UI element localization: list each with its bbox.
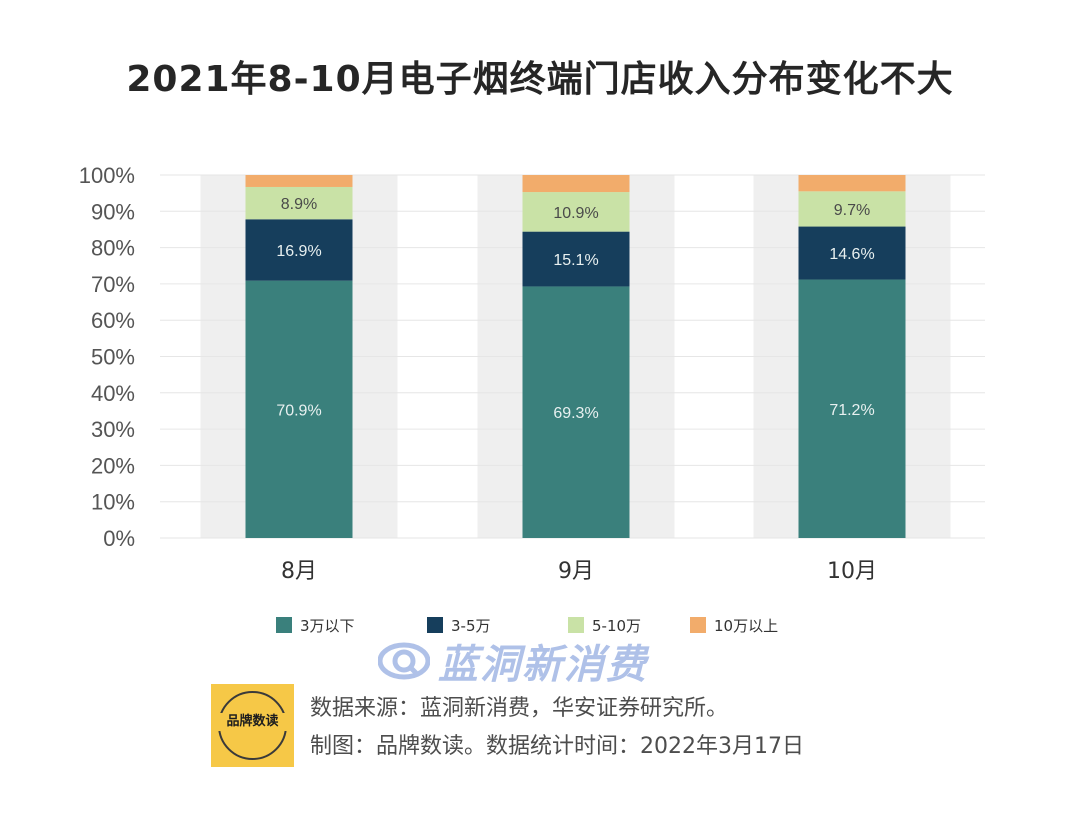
bar-segment	[522, 231, 630, 287]
legend-label: 3-5万	[451, 617, 491, 635]
y-tick-label: 100%	[79, 163, 135, 188]
legend-label: 10万以上	[714, 617, 778, 635]
eye-magnifier-icon	[378, 642, 430, 680]
legend-label: 3万以下	[300, 617, 355, 635]
data-label: 8.9%	[281, 196, 317, 213]
y-tick-label: 70%	[91, 272, 135, 297]
data-label: 16.9%	[276, 243, 321, 260]
bar-segment	[798, 226, 906, 280]
brand-logo: 品牌数读	[211, 684, 294, 767]
credit-note: 制图：品牌数读。数据统计时间：2022年3月17日	[310, 734, 804, 759]
data-label: 70.9%	[276, 402, 321, 419]
legend-swatch	[427, 617, 443, 633]
watermark: 蓝洞新消费	[378, 634, 648, 688]
data-source-note: 数据来源：蓝洞新消费，华安证券研究所。	[310, 696, 729, 721]
y-tick-label: 90%	[91, 199, 135, 224]
legend-swatch	[568, 617, 584, 633]
x-tick-label: 10月	[827, 559, 877, 584]
data-label: 14.6%	[829, 246, 874, 263]
bar-segment	[798, 175, 906, 192]
data-label: 9.7%	[834, 202, 870, 219]
bar-segment	[522, 175, 630, 193]
chart-title: 2021年8-10月电子烟终端门店收入分布变化不大	[126, 59, 954, 100]
data-label: 69.3%	[553, 405, 598, 422]
y-tick-label: 60%	[91, 308, 135, 333]
data-label: 10.9%	[553, 205, 598, 222]
legend-label: 5-10万	[592, 617, 641, 635]
x-tick-label: 9月	[558, 559, 594, 584]
y-tick-label: 20%	[91, 453, 135, 478]
bar-segment	[798, 279, 906, 538]
bar-segment	[522, 192, 630, 232]
bar-segment	[245, 219, 353, 281]
bar-segment	[245, 175, 353, 187]
bar-segment	[522, 286, 630, 538]
legend-swatch	[276, 617, 292, 633]
y-tick-label: 10%	[91, 490, 135, 515]
y-tick-label: 40%	[91, 381, 135, 406]
y-tick-label: 80%	[91, 236, 135, 261]
bar-segment	[245, 280, 353, 538]
bar-segment	[798, 191, 906, 227]
bar-segment	[245, 186, 353, 220]
data-label: 71.2%	[829, 402, 874, 419]
watermark-text: 蓝洞新消费	[438, 642, 648, 688]
data-label: 15.1%	[553, 252, 598, 269]
y-tick-label: 50%	[91, 345, 135, 370]
y-tick-label: 0%	[103, 526, 135, 551]
y-tick-label: 30%	[91, 417, 135, 442]
x-tick-label: 8月	[281, 559, 317, 584]
logo-text: 品牌数读	[211, 713, 294, 731]
legend-swatch	[690, 617, 706, 633]
